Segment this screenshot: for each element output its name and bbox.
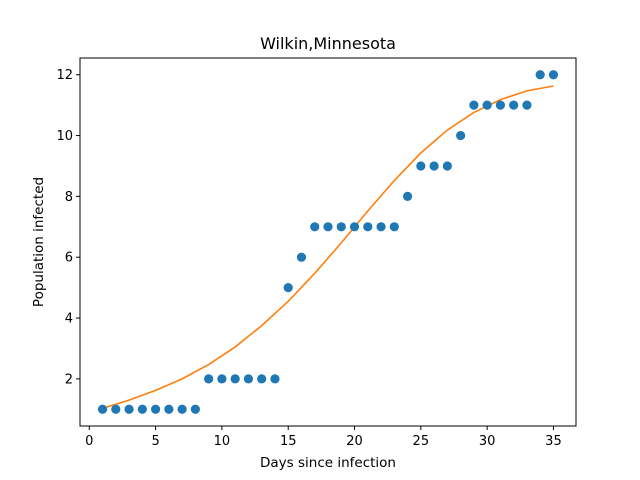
data-point <box>509 100 519 110</box>
data-point <box>310 222 320 232</box>
y-tick-label: 8 <box>65 190 73 205</box>
data-point <box>190 404 200 414</box>
axes: 0 5 10 15 20 25 30 35 2 4 6 8 10 12 <box>56 57 577 449</box>
data-point <box>535 70 545 80</box>
x-tick-label: 35 <box>545 434 562 449</box>
data-point <box>495 100 506 110</box>
data-point <box>548 70 559 80</box>
data-point <box>296 252 307 262</box>
data-point <box>456 130 466 141</box>
data-point <box>150 404 161 414</box>
data-point <box>243 374 254 384</box>
data-point <box>111 404 121 414</box>
y-tick-label: 6 <box>65 251 73 266</box>
x-tick-label: 0 <box>85 434 93 449</box>
data-point <box>442 161 452 171</box>
data-point <box>416 161 426 171</box>
y-tick-label: 2 <box>65 372 73 387</box>
data-point <box>323 222 333 232</box>
axes-frame <box>79 57 577 427</box>
data-point <box>349 222 360 232</box>
fit-curve <box>102 85 554 410</box>
data-point <box>429 161 439 171</box>
y-axis-label: Population infected <box>31 177 47 307</box>
data-point <box>482 100 492 110</box>
data-point <box>177 404 187 414</box>
data-point <box>402 191 413 201</box>
data-point <box>137 404 147 414</box>
data-point <box>124 404 134 414</box>
y-tick-label: 10 <box>56 129 73 144</box>
y-tick-label: 12 <box>56 68 73 83</box>
data-point <box>204 374 214 384</box>
data-point <box>522 100 532 110</box>
y-tick-label: 4 <box>65 312 73 327</box>
data-point <box>336 222 346 232</box>
data-point <box>257 374 267 384</box>
data-point <box>164 404 174 414</box>
data-point <box>469 100 479 110</box>
data-point <box>283 283 293 293</box>
x-tick-label: 15 <box>280 434 297 449</box>
x-tick-label: 25 <box>413 434 430 449</box>
data-point <box>389 222 399 232</box>
x-axis-label: Days since infection <box>260 455 396 471</box>
x-tick-label: 30 <box>479 434 496 449</box>
x-tick-label: 10 <box>214 434 231 449</box>
data-point <box>270 374 280 384</box>
data-point <box>97 404 108 414</box>
plot-area <box>97 70 559 414</box>
chart-title: Wilkin,Minnesota <box>260 34 396 53</box>
x-tick-label: 5 <box>151 434 159 449</box>
data-point <box>230 374 240 384</box>
data-point <box>217 374 227 384</box>
x-tick-label: 20 <box>346 434 363 449</box>
data-point <box>363 222 373 232</box>
data-point <box>376 222 386 232</box>
